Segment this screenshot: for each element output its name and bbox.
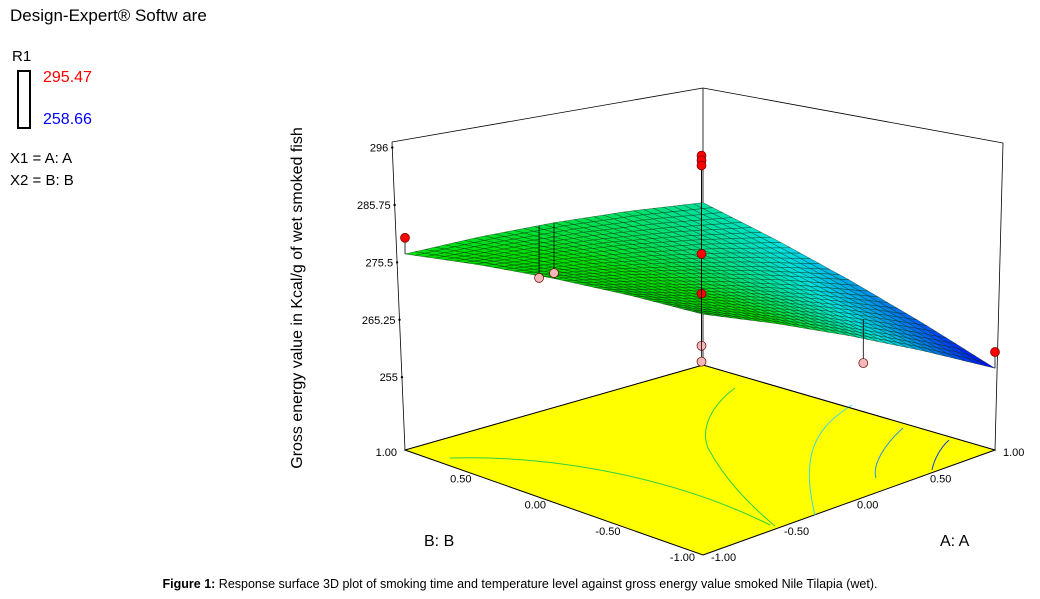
z-tick-label: 285.75 [357,200,391,212]
z-tick-label: 265.25 [362,315,396,327]
legend-response-label: R1 [12,48,32,65]
design-point [400,232,410,243]
a-tick-label: 0.50 [930,473,951,485]
legend-min-value: 258.66 [43,111,92,128]
z-tick-label: 255 [380,372,398,384]
design-point [549,268,559,278]
z-tick-mark [400,376,404,379]
z-tick-mark [393,203,396,207]
surface-patch [693,311,713,316]
z-axis-title: Gross energy value in Kcal/g of wet smok… [289,127,306,469]
design-point [858,358,869,368]
legend-x2-factor: X2 = B: B [10,172,74,189]
floor-contour-line [808,404,853,516]
z-tick-mark [391,146,394,149]
a-tick-label: -1.00 [711,552,736,564]
legend-color-box [17,70,31,129]
design-point [696,249,707,259]
design-point [696,356,707,367]
b-tick-label: -0.50 [595,526,620,538]
legend-max-value: 295.47 [43,69,92,86]
axis-frame [391,87,1004,451]
a-tick-label: -0.50 [784,526,809,538]
design-point [534,273,544,283]
floor-contour-line [874,427,904,479]
b-tick-label: 0.50 [450,473,471,485]
a-tick-label: 0.00 [857,500,878,512]
floor-plane [403,364,997,556]
design-point [696,160,707,171]
frame-line [702,364,996,451]
software-title: Design-Expert® Softw are [10,6,207,25]
design-points [400,150,1000,369]
design-point [990,347,1000,357]
floor-contour-line [931,439,950,471]
z-tick-mark [395,261,399,264]
figure-caption: Figure 1: Response surface 3D plot of sm… [0,577,1040,591]
a-tick-label: 1.00 [1003,447,1024,459]
z-tick-mark [398,318,401,321]
b-tick-label: 1.00 [376,447,397,459]
floor-polygon [403,364,997,556]
a-axis-title: A: A [940,533,970,550]
frame-line [994,142,1004,451]
floor-contour-line [705,387,776,527]
floor-contour-line [449,457,771,526]
frame-line [404,364,704,451]
surface-mesh [404,202,996,369]
tick-labels: 296 285.75 275.5 265.25 255 1.00 0.50 0.00 -0.50… [357,143,1024,564]
b-tick-label: -1.00 [670,552,695,564]
frame-line [391,141,406,451]
b-axis-title: B: B [424,533,454,550]
z-tick-label: 296 [370,143,388,155]
legend-x1-factor: X1 = A: A [10,150,73,167]
frame-line [702,87,1004,144]
b-tick-label: 0.00 [525,500,546,512]
caption-text: Response surface 3D plot of smoking time… [215,577,878,591]
caption-label: Figure 1: [162,577,216,591]
frame-line [391,87,704,143]
z-tick-label: 275.5 [366,257,394,269]
